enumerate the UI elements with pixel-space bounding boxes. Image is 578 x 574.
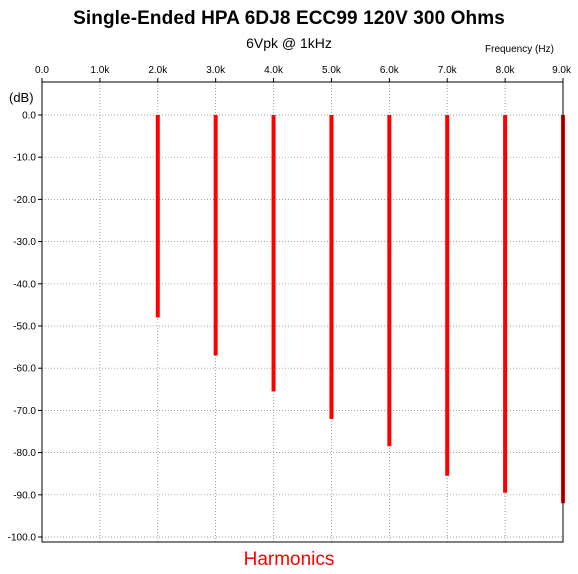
- y-tick-label: -70.0: [13, 406, 36, 417]
- y-axis-label: (dB): [9, 90, 34, 105]
- x-tick-label: 1.0k: [90, 65, 110, 76]
- y-tick-label: -90.0: [13, 490, 36, 501]
- x-axis-label: Frequency (Hz): [485, 44, 554, 55]
- y-tick-label: -60.0: [13, 364, 36, 375]
- x-tick-label: 0.0: [35, 65, 49, 76]
- y-tick-label: -50.0: [13, 322, 36, 333]
- x-tick-label: 5.0k: [322, 65, 342, 76]
- x-tick-label: 2.0k: [148, 65, 168, 76]
- y-tick-label: 0.0: [22, 111, 36, 122]
- x-tick-label: 7.0k: [438, 65, 458, 76]
- grid-lines: [38, 78, 564, 542]
- y-tick-label: -80.0: [13, 448, 36, 459]
- harmonic-bars: [155, 115, 565, 504]
- x-tick-label: 3.0k: [206, 65, 226, 76]
- x-tick-label: 6.0k: [380, 65, 400, 76]
- plot-area-frame: [41, 81, 564, 543]
- chart-title: Single-Ended HPA 6DJ8 ECC99 120V 300 Ohm…: [73, 8, 505, 29]
- x-tick-label: 4.0k: [264, 65, 284, 76]
- y-tick-label: -30.0: [13, 237, 36, 248]
- tick-labels: 0.0 1.0k 2.0k 3.0k 4.0k 5.0k 6.0k 7.0k 8.0k 9.0k 0…: [8, 65, 572, 544]
- harmonics-label: Harmonics: [243, 549, 335, 570]
- y-tick-label: -100.0: [8, 533, 37, 544]
- x-tick-label: 8.0k: [496, 65, 516, 76]
- y-tick-label: -40.0: [13, 279, 36, 290]
- chart-subtitle: 6Vpk @ 1kHz: [246, 35, 332, 51]
- y-tick-label: -10.0: [13, 153, 36, 164]
- y-tick-label: -20.0: [13, 195, 36, 206]
- x-tick-label: 9.0k: [552, 65, 572, 76]
